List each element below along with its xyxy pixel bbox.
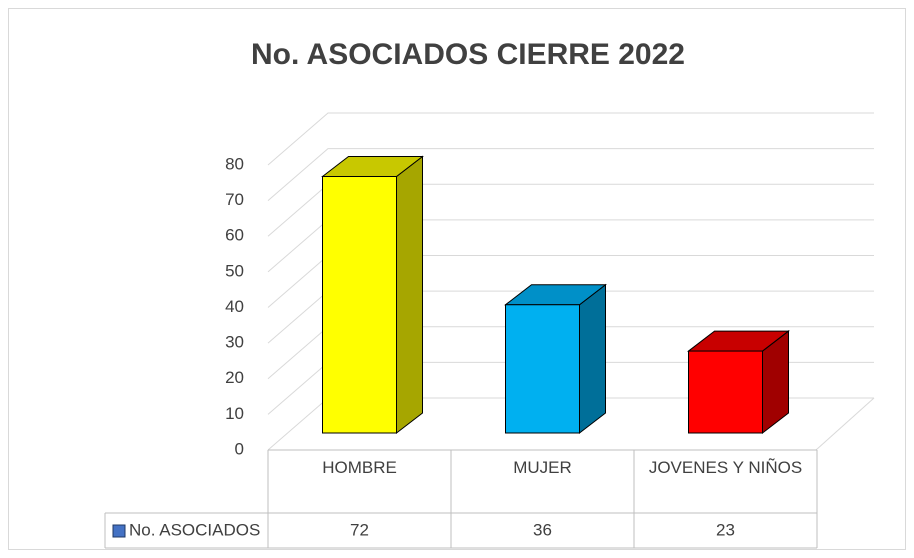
table-value: 72 [350, 520, 369, 539]
y-tick-label: 30 [225, 333, 244, 352]
x-tick-label-box: MUJER [513, 458, 572, 477]
grid-line [267, 148, 874, 202]
y-tick-label: 50 [225, 261, 244, 280]
y-tick-label: 60 [225, 226, 244, 245]
y-tick-label: 20 [225, 368, 244, 387]
table-value: 36 [533, 520, 552, 539]
y-tick-label: 70 [225, 190, 244, 209]
x-tick-label: JOVENES Y NIÑOS [648, 458, 803, 477]
bar-side [396, 155, 423, 435]
grid-line [267, 112, 874, 166]
chart-border [8, 8, 906, 550]
x-tick-label: HOMBRE [322, 458, 397, 477]
legend-label: No. ASOCIADOS [129, 520, 260, 539]
x-tick-label-box: JOVENES Y NIÑOS [648, 458, 803, 477]
y-tick-label: 40 [225, 297, 244, 316]
bar [688, 350, 763, 434]
bar-side [579, 283, 606, 435]
y-tick-label: 0 [235, 439, 244, 458]
x-tick-label-box: HOMBRE [322, 458, 397, 477]
table-value: 23 [716, 520, 735, 539]
chart-title: No. ASOCIADOS CIERRE 2022 [251, 38, 685, 71]
y-tick-label: 10 [225, 404, 244, 423]
y-tick-label: 80 [225, 154, 244, 173]
bar [505, 304, 580, 434]
x-tick-label: MUJER [513, 458, 572, 477]
floor-edge [815, 397, 875, 451]
bar [322, 176, 397, 434]
legend-key [112, 524, 126, 538]
